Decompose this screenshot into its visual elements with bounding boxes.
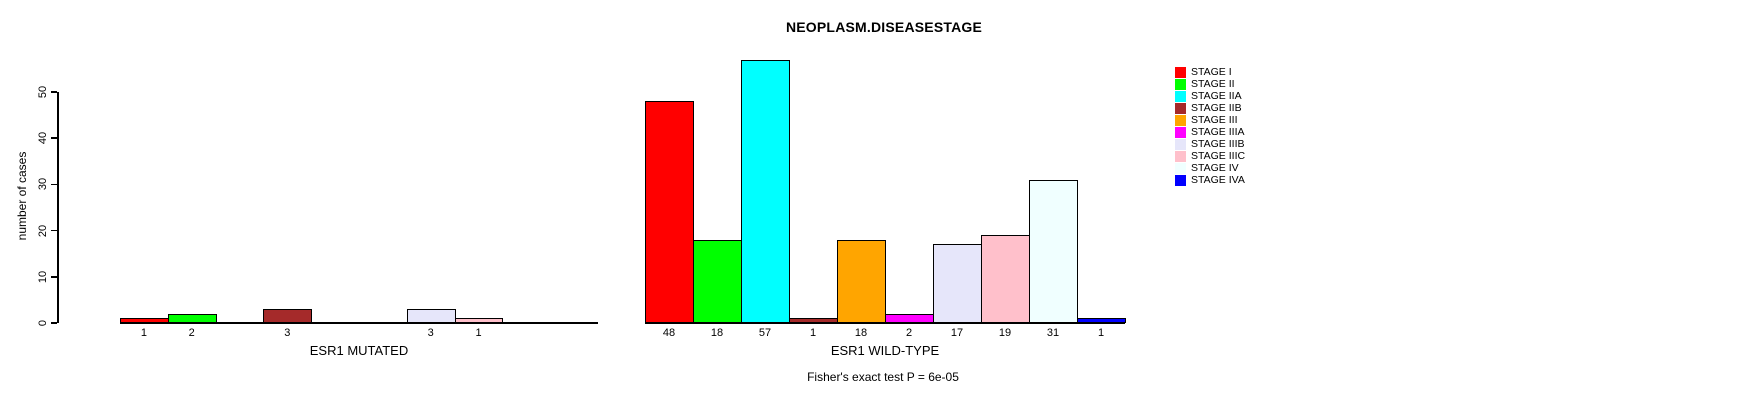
legend-swatch [1175,174,1186,186]
legend-label: STAGE I [1191,66,1232,78]
y-axis-tick-label: 40 [37,132,49,145]
legend-swatch [1175,126,1186,138]
legend-label: STAGE IV [1191,162,1239,174]
y-axis-title: number of cases [15,151,29,241]
legend-swatch [1175,138,1186,150]
y-axis-tick [51,91,57,93]
legend-label: STAGE II [1191,78,1235,90]
panel-xlabel: ESR1 MUTATED [309,343,409,358]
bar [120,318,169,323]
legend-label: STAGE IIIA [1191,126,1245,138]
bar-value-label: 2 [188,327,195,339]
y-axis-tick [51,276,57,278]
legend: STAGE I STAGE II STAGE IIA STAGE IIB STAGE I… [1175,66,1245,186]
bar [167,313,217,323]
legend-item: STAGE IV [1175,162,1245,174]
bar-value-label: 2 [905,327,913,339]
bar-value-label: 48 [662,327,676,339]
y-axis-tick [51,322,57,324]
bar [1077,318,1126,323]
bar [837,239,886,323]
legend-swatch [1175,90,1186,102]
bar-value-label: 1 [140,327,147,339]
legend-label: STAGE IIA [1191,90,1242,102]
bar-value-label: 3 [427,327,434,339]
legend-label: STAGE IIIB [1191,138,1245,150]
legend-item: STAGE IIB [1175,102,1245,114]
legend-swatch [1175,150,1186,162]
bar [263,309,313,323]
bar-value-label: 3 [284,327,291,339]
bar-value-label: 31 [1046,327,1060,339]
bar-value-label: 18 [710,327,724,339]
y-axis-tick [51,137,57,139]
bar [789,318,838,323]
bar [885,313,934,323]
bar [1029,179,1078,323]
legend-swatch [1175,66,1186,78]
legend-item: STAGE III [1175,114,1245,126]
legend-swatch [1175,114,1186,126]
legend-item: STAGE IIIC [1175,150,1245,162]
bar [645,101,694,323]
legend-swatch [1175,162,1186,174]
y-axis-line [57,92,59,323]
bar-value-label: 1 [809,327,817,339]
bar-value-label: 17 [950,327,964,339]
legend-swatch [1175,102,1186,114]
bar-value-label: 18 [854,327,868,339]
legend-swatch [1175,78,1186,90]
bar [454,318,504,323]
legend-item: STAGE IIIA [1175,126,1245,138]
legend-label: STAGE IVA [1191,174,1245,186]
y-axis-tick-label: 20 [37,224,49,237]
bar [741,59,790,323]
bar-value-label: 1 [1097,327,1105,339]
bar-value-label: 57 [758,327,772,339]
y-axis-tick-label: 0 [37,319,49,327]
y-axis-tick [51,183,57,186]
footnote-pvalue: Fisher's exact test P = 6e-05 [807,370,959,384]
bar [693,239,742,323]
y-axis-tick-label: 10 [37,270,49,283]
legend-label: STAGE III [1191,114,1238,126]
y-axis-tick [51,229,57,232]
bar [406,309,456,323]
chart-title: NEOPLASM.DISEASESTAGE [785,19,983,35]
legend-item: STAGE II [1175,78,1245,90]
legend-label: STAGE IIB [1191,102,1242,114]
legend-item: STAGE I [1175,66,1245,78]
y-axis-tick-label: 50 [37,85,49,99]
bar-value-label: 1 [475,327,482,339]
panel-xlabel: ESR1 WILD-TYPE [830,343,940,358]
bar [981,235,1030,323]
y-axis-tick-label: 30 [37,178,49,191]
legend-item: STAGE IIIB [1175,138,1245,150]
legend-item: STAGE IIA [1175,90,1245,102]
legend-label: STAGE IIIC [1191,150,1246,162]
legend-item: STAGE IVA [1175,174,1245,186]
panel-baseline [120,322,598,324]
bar-value-label: 19 [998,327,1012,339]
bar [933,244,982,323]
